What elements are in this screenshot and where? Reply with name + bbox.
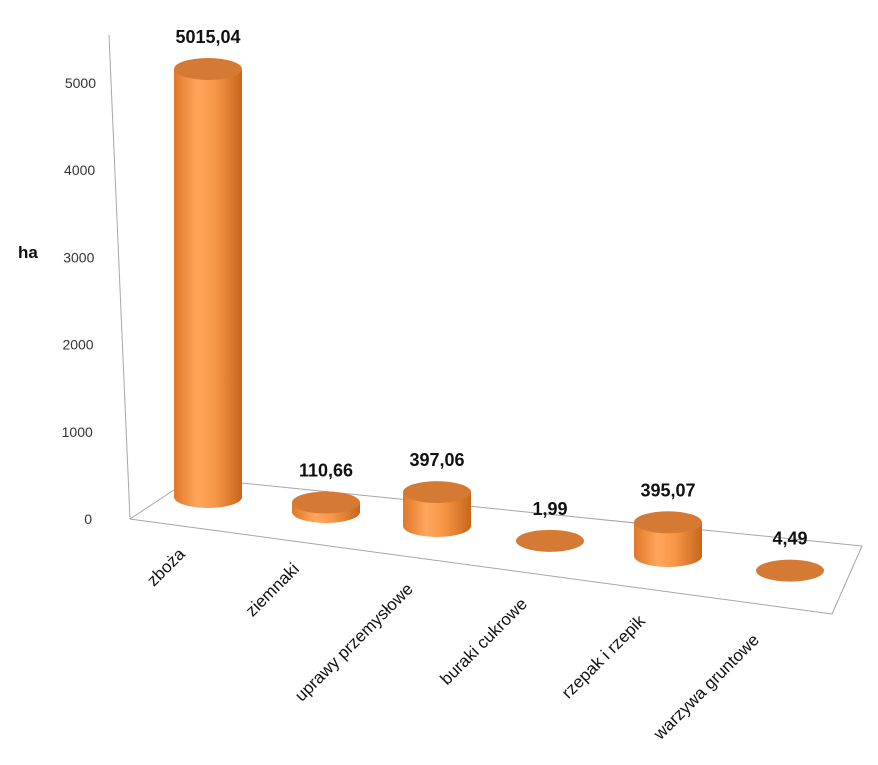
bar-top: [634, 511, 702, 534]
data-labels: 5015,04 110,66 397,06 1,99 395,07 4,49: [175, 27, 807, 549]
bar-body: [174, 69, 242, 508]
bars: [174, 58, 824, 582]
category-label: ziemnaki: [242, 559, 303, 620]
bar-top: [174, 58, 242, 80]
bar-top: [756, 559, 824, 582]
bar-top: [403, 481, 471, 504]
y-tick-label: 3000: [63, 249, 94, 265]
bar-top: [292, 491, 360, 514]
y-tick-label: 0: [84, 511, 92, 527]
data-label: 110,66: [299, 461, 353, 481]
bar-body: [634, 522, 702, 567]
bar: [174, 58, 242, 508]
bar: [634, 511, 702, 567]
category-label: uprawy przemysłowe: [291, 579, 417, 705]
y-tick-label: 4000: [64, 162, 95, 178]
bar-top: [516, 529, 584, 552]
bar: [292, 491, 360, 523]
data-label: 395,07: [640, 480, 695, 500]
y-tick-label: 2000: [62, 337, 93, 353]
bar: [516, 529, 584, 552]
y-tick-label: 1000: [62, 424, 93, 440]
bar: [756, 559, 824, 582]
y-axis-ticks: 0 1000 2000 3000 4000 5000: [62, 75, 97, 527]
category-label: buraki cukrowe: [437, 594, 531, 688]
bar-body: [403, 492, 471, 537]
floor-back-edge: [191, 477, 863, 547]
data-label: 1,99: [532, 499, 567, 519]
bar: [403, 481, 471, 537]
y-axis-label: ha: [18, 243, 38, 262]
category-label: rzepak i rzepik: [558, 611, 649, 702]
data-label: 397,06: [409, 450, 464, 470]
floor-front-edge: [129, 518, 833, 615]
y-tick-label: 5000: [65, 75, 96, 91]
category-label: zboża: [143, 544, 189, 590]
floor-right-edge: [831, 545, 863, 615]
y-axis-line: [108, 34, 131, 520]
data-label: 5015,04: [175, 27, 240, 47]
data-label: 4,49: [772, 529, 807, 549]
category-label: warzywa gruntowe: [649, 630, 763, 744]
